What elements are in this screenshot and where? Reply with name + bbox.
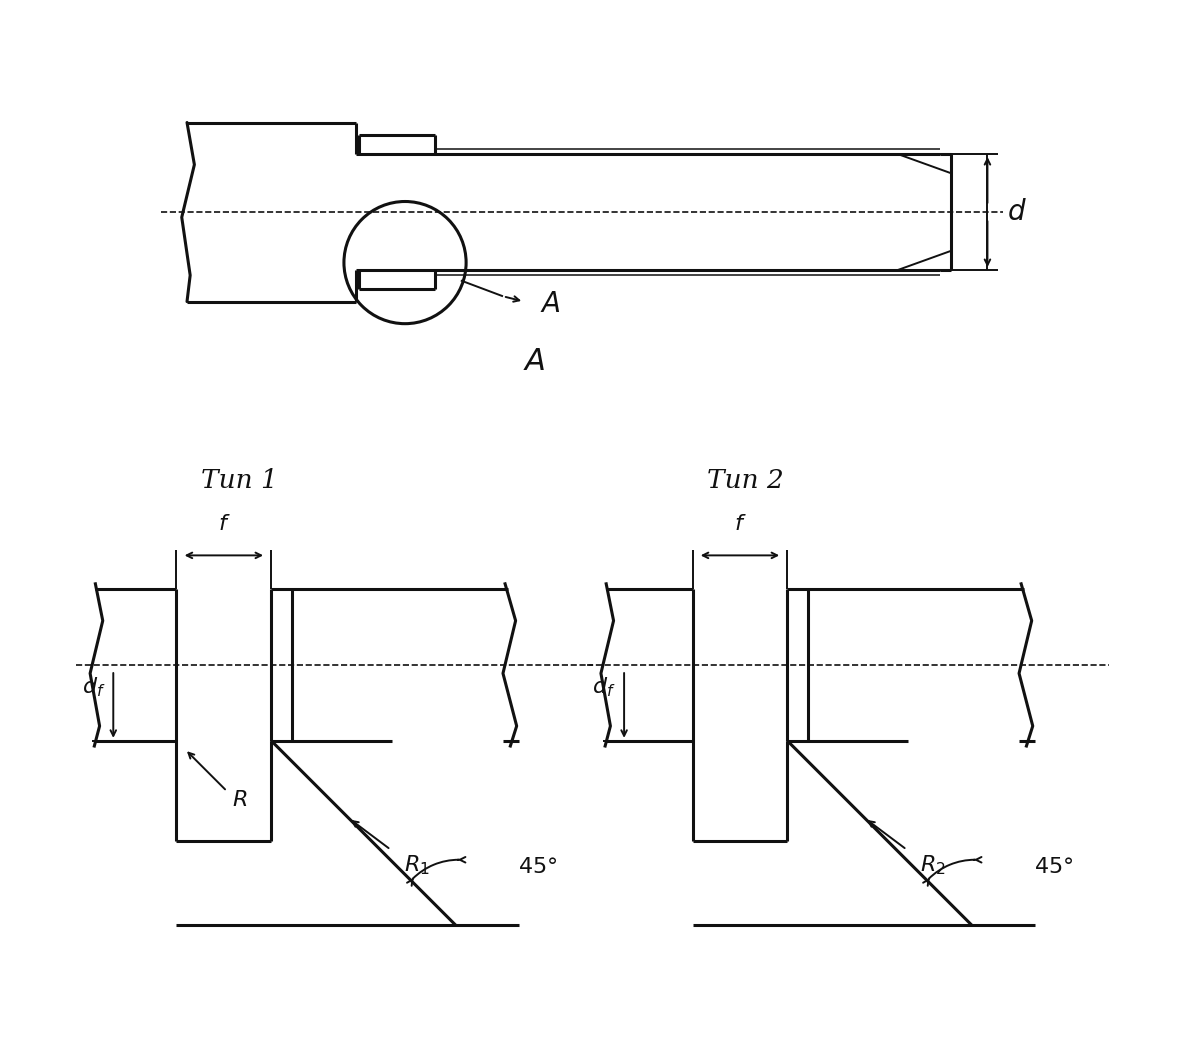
Text: $f$: $f$ <box>218 513 230 534</box>
Text: $A$: $A$ <box>524 346 546 377</box>
Text: $d$: $d$ <box>1007 199 1027 226</box>
Text: $d_f$: $d_f$ <box>592 675 616 699</box>
Text: Тип 2: Тип 2 <box>706 468 783 493</box>
Text: $A$: $A$ <box>540 291 561 318</box>
Text: $R$: $R$ <box>232 789 248 811</box>
Text: Тип 1: Тип 1 <box>201 468 278 493</box>
Text: $R_2$: $R_2$ <box>921 853 946 878</box>
Text: $45°$: $45°$ <box>1035 856 1074 879</box>
Text: $R_1$: $R_1$ <box>404 853 430 878</box>
Text: $d_f$: $d_f$ <box>82 675 105 699</box>
Text: $45°$: $45°$ <box>518 856 557 879</box>
Text: $f$: $f$ <box>734 513 747 534</box>
